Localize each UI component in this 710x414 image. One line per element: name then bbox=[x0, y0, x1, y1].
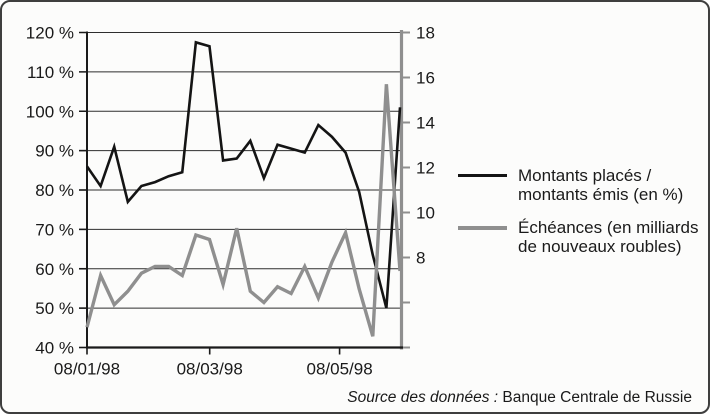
legend-label-line: montants émis (en %) bbox=[518, 185, 684, 204]
x-axis-label: 08/05/98 bbox=[306, 360, 372, 379]
legend-label-line: Montants placés / bbox=[518, 166, 652, 185]
legend-label-line: de nouveaux roubles) bbox=[518, 237, 682, 256]
left-axis-label: 120 % bbox=[26, 24, 74, 43]
right-axis-label: 18 bbox=[416, 24, 435, 43]
gray-line-swatch bbox=[458, 226, 507, 230]
source-note: Source des données : Banque Centrale de … bbox=[347, 389, 692, 407]
left-axis-label: 110 % bbox=[27, 63, 74, 82]
left-axis-label: 60 % bbox=[35, 260, 74, 279]
left-axis-label: 90 % bbox=[35, 142, 74, 161]
right-axis-label: 16 bbox=[416, 69, 435, 88]
series-line-montants bbox=[85, 40, 402, 309]
x-axis-label: 08/03/98 bbox=[177, 360, 243, 379]
series-line-echeances bbox=[85, 84, 402, 337]
right-axis-label: 14 bbox=[416, 114, 435, 133]
left-axis-label: 50 % bbox=[35, 299, 74, 318]
right-axis-label: 10 bbox=[416, 204, 435, 223]
legend-label-montants: Montants placés / montants émis (en %) bbox=[518, 166, 683, 204]
right-axis-label: 8 bbox=[416, 249, 425, 268]
right-axis-label: 12 bbox=[416, 159, 435, 178]
chart-legend: Montants placés / montants émis (en %) É… bbox=[458, 166, 708, 270]
legend-item-montants: Montants placés / montants émis (en %) bbox=[458, 166, 708, 204]
left-axis-label: 40 % bbox=[35, 339, 74, 358]
left-axis-label: 80 % bbox=[35, 181, 74, 200]
legend-item-echeances: Échéances (en milliards de nouveaux roub… bbox=[458, 218, 708, 256]
left-axis-label: 100 % bbox=[26, 102, 74, 121]
x-axis-label: 08/01/98 bbox=[54, 360, 120, 379]
legend-label-echeances: Échéances (en milliards de nouveaux roub… bbox=[518, 218, 698, 256]
legend-label-line: Échéances (en milliards bbox=[518, 218, 699, 237]
source-note-text: Banque Centrale de Russie bbox=[502, 389, 692, 406]
source-note-label: Source des données : bbox=[347, 389, 499, 406]
black-line-swatch bbox=[458, 174, 507, 177]
left-axis-label: 70 % bbox=[35, 220, 74, 239]
